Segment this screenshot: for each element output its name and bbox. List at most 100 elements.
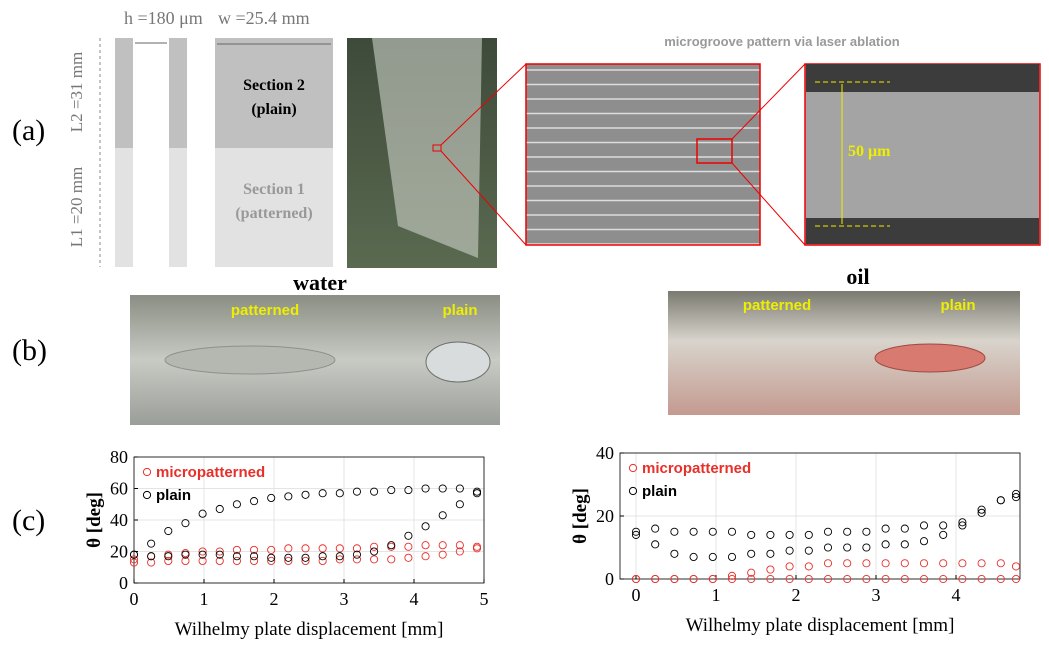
sem-title: microgroove pattern via laser ablation (664, 34, 900, 49)
point (901, 560, 908, 567)
point (405, 486, 412, 493)
point (165, 527, 172, 534)
point (148, 540, 155, 547)
y-tick-label: 20 (596, 506, 614, 526)
droplet (426, 342, 490, 382)
y-tick-label: 40 (596, 443, 614, 463)
point (652, 541, 659, 548)
l1-label: L1 =20 mm (67, 167, 86, 247)
point (901, 525, 908, 532)
point (671, 550, 678, 557)
droplet (875, 344, 985, 372)
x-tick-label: 1 (200, 589, 209, 609)
point (473, 490, 480, 497)
point (748, 531, 755, 538)
strip (169, 38, 187, 148)
point (824, 544, 831, 551)
panel-label: (c) (12, 504, 45, 537)
x-axis-label: Wilhelmy plate displacement [mm] (175, 619, 444, 640)
point (997, 560, 1004, 567)
point (405, 543, 412, 550)
point (439, 542, 446, 549)
point (456, 501, 463, 508)
legend-label: plain (642, 483, 677, 500)
point (388, 556, 395, 563)
point (940, 531, 947, 538)
point (786, 531, 793, 538)
y-axis-label: θ [deg] (84, 492, 105, 548)
point (805, 547, 812, 554)
y-tick-label: 20 (110, 542, 128, 562)
point (920, 538, 927, 545)
point (690, 553, 697, 560)
point (690, 528, 697, 535)
y-axis-label: θ [deg] (570, 488, 591, 544)
point (388, 542, 395, 549)
point (473, 545, 480, 552)
point (844, 528, 851, 535)
point (182, 520, 189, 527)
point (728, 528, 735, 535)
point (844, 544, 851, 551)
point (920, 522, 927, 529)
legend-label: plain (156, 487, 191, 504)
section-label: Section 1 (243, 181, 305, 198)
point (1012, 563, 1019, 570)
section-label: Section 2 (243, 77, 305, 94)
photo-label: patterned (231, 302, 299, 319)
point (422, 542, 429, 549)
h-label: h =180 μm (124, 8, 203, 28)
point (233, 501, 240, 508)
point (371, 488, 378, 495)
point (671, 528, 678, 535)
point (786, 563, 793, 570)
photo-label: plain (442, 302, 477, 319)
point (302, 491, 309, 498)
point (165, 553, 172, 560)
point (422, 553, 429, 560)
x-tick-label: 2 (270, 589, 279, 609)
y-tick-label: 0 (605, 569, 614, 589)
photo-label: plain (940, 297, 975, 314)
point (371, 556, 378, 563)
point (882, 541, 889, 548)
point (473, 488, 480, 495)
point (786, 547, 793, 554)
x-tick-label: 2 (792, 585, 801, 605)
section-label: (patterned) (235, 205, 312, 222)
point (199, 510, 206, 517)
point (439, 551, 446, 558)
x-tick-label: 4 (952, 585, 961, 605)
sem-image (526, 64, 760, 245)
x-tick-label: 1 (712, 585, 721, 605)
point (439, 512, 446, 519)
point (319, 545, 326, 552)
point (824, 560, 831, 567)
l2-label: L2 =31 mm (67, 52, 86, 132)
strip (115, 38, 133, 148)
point (422, 523, 429, 530)
point (250, 498, 257, 505)
x-tick-label: 0 (632, 585, 641, 605)
point (728, 553, 735, 560)
y-tick-label: 0 (119, 573, 128, 593)
strip (169, 148, 187, 267)
panel-label: (a) (12, 114, 45, 147)
point (767, 531, 774, 538)
point (319, 490, 326, 497)
point (285, 545, 292, 552)
point (652, 525, 659, 532)
section-label: (plain) (251, 101, 296, 118)
strip (115, 148, 133, 267)
point (940, 522, 947, 529)
legend-label: micropatterned (642, 460, 751, 477)
point (709, 553, 716, 560)
point (805, 563, 812, 570)
point (388, 543, 395, 550)
point (863, 560, 870, 567)
y-tick-label: 80 (110, 447, 128, 467)
x-tick-label: 5 (480, 589, 489, 609)
point (767, 566, 774, 573)
point (805, 531, 812, 538)
point (824, 528, 831, 535)
